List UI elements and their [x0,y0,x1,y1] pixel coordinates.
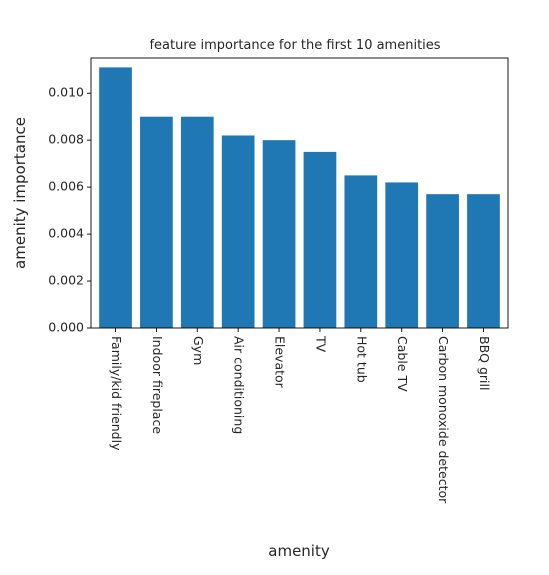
chart-title: feature importance for the first 10 amen… [149,38,440,53]
bar-cable-tv [385,182,419,328]
x-tick-label-tv: TV [313,335,328,353]
bar-gym [180,116,214,328]
x-tick-label-indoor-fireplace: Indoor fireplace [150,336,165,434]
bar-family-kid-friendly [99,67,132,328]
x-tick-label-carbon-monoxide-detector: Carbon monoxide detector [436,336,451,504]
x-axis-label: amenity [268,542,330,560]
x-tick-label-gym: Gym [191,336,206,365]
bar-elevator [262,140,296,328]
x-tick-label-bbq-grill: BBQ grill [477,336,492,390]
y-tick-label: 0.000 [48,320,84,335]
y-axis-label: amenity importance [11,117,29,269]
x-axis-ticks: Family/kid friendly Indoor fireplace Gym Ai… [109,328,492,504]
bar-hot-tub [344,175,378,328]
plot-frame [90,57,509,329]
bar-tv [303,151,337,328]
y-tick-label: 0.008 [48,132,84,147]
x-tick-label-air-conditioning: Air conditioning [232,336,247,434]
bars-group [99,67,500,328]
y-tick-label: 0.010 [48,85,84,100]
y-tick-label: 0.002 [48,273,84,288]
bar-carbon-monoxide-detector [426,194,459,328]
y-tick-label: 0.006 [48,179,84,194]
x-tick-label-elevator: Elevator [273,336,288,389]
x-tick-label-hot-tub: Hot tub [354,336,369,383]
bar-indoor-fireplace [140,116,173,328]
bar-bbq-grill [467,194,500,328]
x-tick-label-family-kid-friendly: Family/kid friendly [109,336,124,451]
x-tick-label-cable-tv: Cable TV [395,336,410,392]
y-tick-label: 0.004 [48,226,84,241]
bar-air-conditioning [221,135,255,328]
y-axis-ticks: 0.000 0.002 0.004 0.006 0.008 0.010 [48,85,91,335]
